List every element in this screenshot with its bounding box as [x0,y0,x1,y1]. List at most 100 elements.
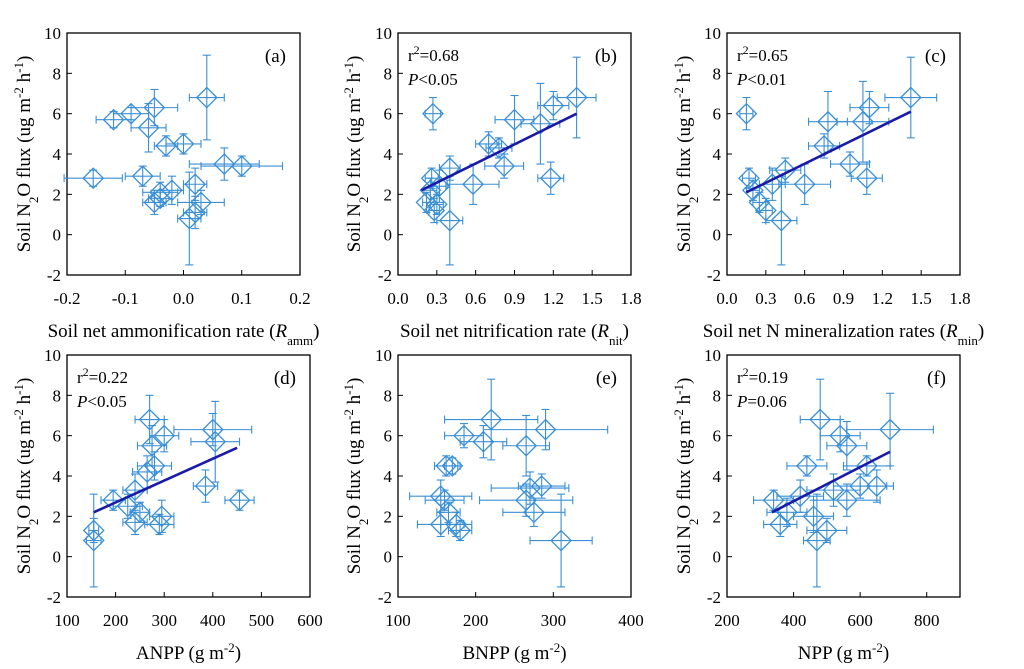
diamond-marker [493,155,516,178]
x-axis-label: NPP (g m-2) [798,640,889,665]
y-tick-label: -2 [707,588,721,607]
x-tick-label: 1.2 [543,289,564,308]
diamond-marker [550,529,573,552]
diamond-marker [809,408,832,431]
x-tick-label: 1.8 [949,289,970,308]
r-squared-label: r2=0.65 [737,43,788,65]
y-tick-label: 0 [384,226,393,245]
diamond-marker [116,495,139,518]
data-point [82,517,105,544]
panel-a: -2 0 2 4 6 8 10 -0.2 -0.1 0.0 0.1 0.2 Soil N2O flux … [11,24,320,348]
panel-label: (e) [596,368,617,389]
data-point [190,400,241,483]
diamond-marker [195,86,218,109]
diamond-marker [102,108,125,131]
diamond-marker [228,489,251,512]
y-tick-label: -2 [707,266,721,285]
data-point [424,489,465,512]
data-point [799,378,841,461]
diamond-marker [149,187,172,210]
y-axis-label: Soil N2O flux (ug m-2 h-1) [341,378,371,575]
x-tick-label: 0.9 [833,289,854,308]
diamond-marker [503,108,526,131]
panel-e: -2 0 2 4 6 8 10 100 200 300 400 Soil N2O flux (ug m… [341,346,644,664]
data-point [95,108,132,131]
y-tick-label: 0 [53,548,62,567]
diamond-marker [172,132,195,155]
diamond-marker [230,155,253,178]
diamond-marker [899,86,922,109]
data-point [447,519,473,542]
diamond-marker [82,167,105,190]
diamond-marker [143,191,166,214]
data-point [188,147,260,181]
x-tick-label: 0.3 [755,289,776,308]
y-tick-label: 8 [384,64,393,83]
x-axis-label: Soil net ammonification rate (Ramm) [48,321,320,348]
panel-label: (b) [595,46,617,67]
data-point [849,90,890,125]
diamond-marker [136,461,159,483]
data-point [130,103,167,153]
x-tick-label: 200 [103,611,129,630]
y-tick-label: 4 [53,145,62,164]
data-point [502,497,566,527]
diamond-marker [204,430,227,453]
x-tick-label: 100 [54,611,80,630]
x-tick-label: 0.0 [716,289,737,308]
diamond-marker [137,116,160,139]
diamond-marker [155,135,177,157]
diamond-marker [472,430,495,453]
y-axis-label: Soil N2O flux (ug m-2 h-1) [671,56,701,253]
diamond-marker [445,513,468,536]
x-tick-label: 600 [297,611,323,630]
diamond-marker [422,102,444,125]
diamond-marker [534,418,557,441]
data-point [765,175,798,266]
diamond-marker [462,173,484,196]
diamond-marker [131,165,154,188]
diamond-marker [143,96,166,119]
y-tick-label: 4 [384,467,393,486]
diamond-marker [124,511,146,534]
diamond-marker [515,434,538,457]
r-squared-label: r2=0.19 [737,365,788,387]
y-tick-label: 2 [53,185,62,204]
diamond-marker [565,86,588,109]
data-point [753,489,795,512]
x-tick-label: 300 [151,611,177,630]
diamond-marker [82,519,105,542]
y-tick-label: 2 [384,185,393,204]
diamond-marker [148,513,171,536]
panel-c: -2 0 2 4 6 8 10 0.0 0.3 0.6 0.9 1.2 1.5 1.8 Soil N2O f… [671,24,985,348]
diamond-marker [143,454,166,477]
data-point [836,80,890,163]
p-value-label: P=0.06 [736,392,787,411]
diamond-marker [138,408,161,431]
x-tick-label: 200 [463,611,489,630]
regression-line [745,110,912,194]
y-tick-label: 6 [713,427,722,446]
data-point [436,175,464,266]
y-axis-label: Soil N2O flux (ug m-2 h-1) [671,378,701,575]
diamond-marker [453,424,475,447]
regression-line [93,446,238,514]
x-tick-label: 100 [385,611,411,630]
regression-line [420,112,578,192]
data-point [124,165,161,188]
data-point [459,425,508,459]
x-tick-label: -0.2 [54,289,81,308]
data-point [444,423,484,449]
diamond-marker [770,209,793,232]
r-squared-label: r2=0.22 [77,365,128,387]
diamond-marker [835,489,858,512]
data-point [409,479,473,513]
data-point [502,414,551,477]
diamond-marker [855,167,878,190]
y-tick-label: 10 [44,346,61,365]
y-tick-label: -2 [378,266,392,285]
data-point [537,161,565,195]
data-point [803,493,831,588]
data-point [786,454,828,477]
